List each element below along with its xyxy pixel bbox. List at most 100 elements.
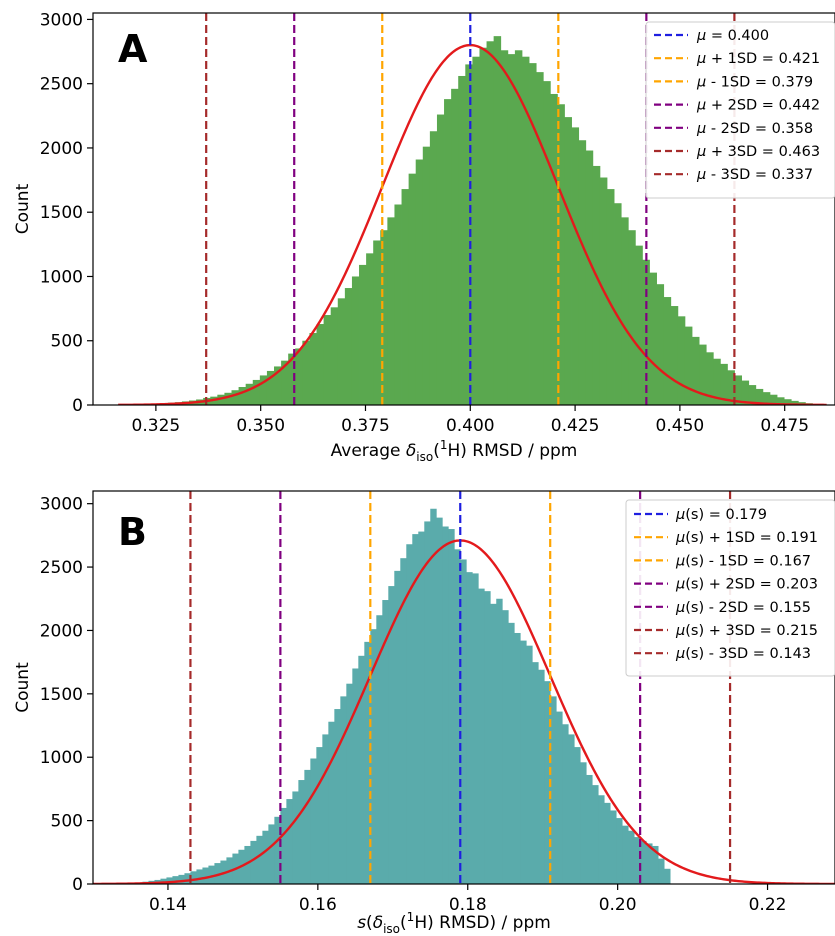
histogram-bar [286, 799, 293, 884]
histogram-bar [628, 230, 636, 405]
histogram-bar [401, 189, 410, 405]
histogram-bar [536, 72, 544, 405]
histogram-bar [699, 344, 707, 405]
histogram-bar [400, 558, 407, 884]
histogram-bar [658, 858, 665, 884]
histogram-bar [521, 56, 530, 405]
y-tick-label: 2000 [40, 621, 83, 641]
legend-rest: = 0.400 [706, 28, 769, 44]
normal-fit-curve [118, 43, 827, 405]
histogram-bar [684, 326, 693, 405]
histogram-bar [238, 387, 247, 405]
legend-mu: μ [696, 51, 706, 67]
histogram-bar [382, 600, 389, 884]
legend-mu: μ [675, 530, 685, 546]
histogram-bar [564, 117, 572, 405]
histogram-bar [394, 204, 402, 405]
y-axis-label: Count [13, 183, 33, 234]
legend-label: μ - 3SD = 0.337 [696, 167, 813, 183]
histogram-bar [415, 159, 424, 405]
histogram-bar [493, 36, 502, 405]
histogram-bar [777, 397, 785, 405]
histogram-bar [543, 81, 551, 405]
histogram-bar [478, 588, 485, 884]
histogram-bar [304, 769, 311, 884]
legend-rest: (s) + 3SD = 0.215 [685, 623, 818, 639]
x-tick-label: 0.400 [446, 416, 495, 436]
legend-label: μ(s) - 3SD = 0.143 [675, 646, 811, 662]
histogram-bar [532, 662, 539, 884]
x-label-delta: δ [373, 913, 383, 933]
legend-mu: μ [675, 507, 685, 523]
histogram-bar [442, 526, 449, 884]
histogram-bar [544, 681, 551, 884]
x-tick-label: 0.16 [299, 895, 337, 915]
y-tick-label: 3000 [40, 495, 83, 515]
y-tick-label: 2500 [40, 75, 83, 95]
legend-label: μ(s) + 2SD = 0.203 [675, 577, 818, 593]
legend-label: μ(s) + 1SD = 0.191 [675, 530, 818, 546]
histogram-bar [250, 840, 257, 884]
histogram-bar [635, 245, 643, 405]
histogram-bar [664, 868, 671, 884]
y-tick-label: 1000 [40, 267, 83, 287]
histogram-bar [580, 762, 587, 884]
y-tick-label: 500 [51, 812, 83, 832]
legend-rest: (s) - 2SD = 0.155 [685, 600, 811, 616]
histogram-bar [621, 217, 629, 405]
plot-frame [92, 12, 835, 406]
legend-label: μ(s) + 3SD = 0.215 [675, 623, 818, 639]
histogram-bar [388, 586, 395, 884]
histogram-bar [616, 818, 623, 884]
x-label-mid: ( [400, 913, 407, 933]
histogram-bar [484, 591, 491, 884]
histogram-bar [448, 529, 455, 884]
histogram-bar [571, 127, 580, 405]
histogram-bar [316, 324, 325, 405]
x-label-prefix: Average [331, 441, 406, 461]
histogram-bar [720, 363, 728, 405]
legend-rest: (s) + 1SD = 0.191 [685, 530, 818, 546]
histogram-bar [529, 63, 537, 405]
histogram-bar [557, 104, 565, 405]
histogram-bar [288, 353, 296, 405]
legend-mu: μ [696, 121, 706, 137]
histogram-bar [520, 640, 527, 884]
histogram-bar [231, 390, 239, 405]
y-tick-label: 1000 [40, 748, 83, 768]
legend-rest: - 2SD = 0.358 [706, 121, 813, 137]
normal-fit-curve [93, 539, 835, 884]
y-tick-label: 0 [72, 396, 83, 416]
x-tick-label: 0.425 [551, 416, 600, 436]
histogram-bar [394, 570, 401, 884]
y-tick-label: 0 [72, 875, 83, 895]
histogram-bar [592, 785, 599, 884]
legend-label: μ + 3SD = 0.463 [696, 144, 820, 160]
histogram-bar [755, 388, 764, 405]
legend-label: μ(s) - 2SD = 0.155 [675, 600, 811, 616]
histogram-bar [550, 696, 557, 884]
histogram-bar [274, 366, 282, 405]
x-tick-label: 0.325 [132, 416, 181, 436]
x-tick-label: 0.20 [599, 895, 637, 915]
histogram-bar [606, 189, 615, 405]
legend-rest: - 1SD = 0.379 [706, 74, 813, 90]
histogram-bar [262, 830, 269, 884]
y-tick-label: 1500 [40, 685, 83, 705]
histogram-bar [217, 394, 225, 405]
histogram-bar [496, 598, 503, 884]
legend-label: μ - 1SD = 0.379 [696, 74, 813, 90]
histogram-bar [646, 843, 653, 884]
legend-box [625, 499, 835, 677]
legend-mu: μ [675, 646, 685, 662]
histogram-bar [670, 306, 679, 405]
x-label-suffix: H) RMSD) / ppm [414, 913, 551, 933]
histogram-bar [514, 632, 521, 884]
histogram-bar [224, 392, 232, 405]
legend-mu: μ [696, 74, 706, 90]
histogram-bar [178, 874, 185, 884]
histogram-bar [436, 517, 443, 884]
legend-rest: + 1SD = 0.421 [706, 51, 820, 67]
histogram-bar [466, 572, 473, 884]
